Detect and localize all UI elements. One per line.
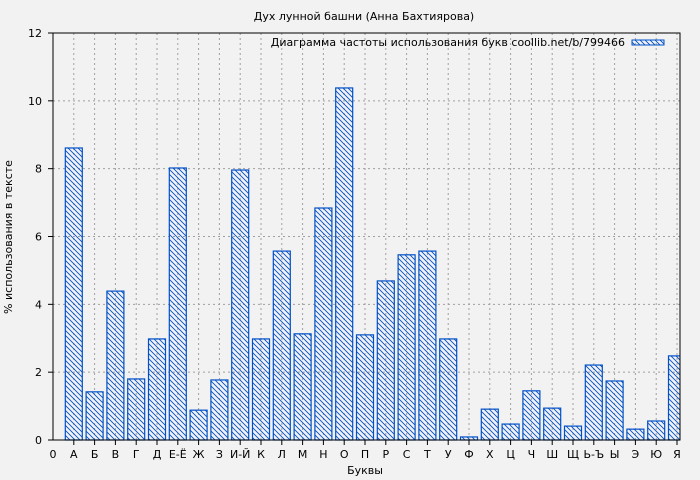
- x-tick-label: Я: [673, 448, 681, 461]
- bar-З: [210, 379, 229, 441]
- bar-Ч: [522, 390, 541, 441]
- bar-Д: [147, 338, 167, 441]
- bar-Э: [626, 428, 645, 441]
- bar-Н: [314, 207, 333, 441]
- x-tick-label: Ж: [193, 448, 205, 461]
- x-tick-label: В: [112, 448, 120, 461]
- x-tick-label: Ю: [650, 448, 662, 461]
- x-tick-label: И-Й: [230, 448, 250, 461]
- x-tick-label: Ы: [610, 448, 620, 461]
- x-tick-label: Б: [91, 448, 99, 461]
- x-tick-label: Е-Ё: [169, 448, 187, 461]
- x-tick-label: Щ: [567, 448, 579, 461]
- x-tick-label: Т: [423, 448, 431, 461]
- x-axis: 0 А Б В Г Д Е-Ё Ж З И-Й К Л М Н О П Р С Т У Ф Х Ц Ч Ш Щ Ь-Ъ Ы Э Ю Я: [50, 440, 681, 461]
- bar-О: [335, 87, 354, 441]
- bar-Е-Ё: [168, 167, 187, 441]
- x-tick-label: Л: [278, 448, 286, 461]
- legend-swatch: [631, 39, 665, 46]
- bar-К: [251, 338, 271, 441]
- legend: Диаграмма частоты использования букв coo…: [271, 36, 665, 49]
- x-tick-label: Ш: [546, 448, 558, 461]
- bar-Щ: [563, 425, 583, 441]
- y-axis-label: % использования в тексте: [2, 160, 15, 314]
- bar-Г: [127, 378, 146, 441]
- bar-П: [355, 334, 375, 441]
- y-tick-label: 10: [28, 95, 42, 108]
- x-tick-label: П: [361, 448, 369, 461]
- bar-Ж: [189, 409, 208, 441]
- bar-Ш: [543, 407, 562, 441]
- bar-Л: [272, 250, 291, 441]
- bar-Ь-Ъ: [584, 364, 603, 441]
- x-tick-label: Н: [319, 448, 327, 461]
- x-tick-label: Ц: [506, 448, 515, 461]
- bar-Р: [376, 280, 395, 441]
- x-tick-label: Д: [153, 448, 162, 461]
- y-tick-label: 0: [35, 434, 42, 447]
- bar-Ц: [501, 423, 520, 441]
- x-tick-label: А: [70, 448, 78, 461]
- x-tick-label: Ь-Ъ: [583, 448, 604, 461]
- y-tick-label: 12: [28, 27, 42, 40]
- bar-Я: [667, 355, 680, 441]
- x-tick-label: Г: [133, 448, 140, 461]
- x-tick-label: Р: [382, 448, 389, 461]
- bar-В: [106, 290, 125, 441]
- bar-У: [439, 338, 458, 441]
- x-axis-label: Буквы: [347, 464, 383, 477]
- x-tick-label: Ч: [528, 448, 536, 461]
- bar-А: [64, 147, 83, 441]
- chart-title: Дух лунной башни (Анна Бахтиярова): [254, 10, 474, 23]
- x-tick-label: Х: [486, 448, 494, 461]
- y-tick-label: 4: [35, 298, 42, 311]
- legend-label: Диаграмма частоты использования букв coo…: [271, 36, 625, 49]
- bars: [64, 87, 680, 441]
- x-tick-label: Э: [632, 448, 640, 461]
- y-tick-label: 2: [35, 366, 42, 379]
- y-tick-label: 8: [35, 163, 42, 176]
- bar-Т: [418, 250, 437, 441]
- bar-Ю: [647, 420, 666, 441]
- x-tick-label: К: [257, 448, 265, 461]
- x-tick-label: С: [403, 448, 411, 461]
- x-tick-label: О: [340, 448, 349, 461]
- bar-М: [293, 333, 312, 441]
- y-axis: 0 2 4 6 8 10 12: [28, 27, 53, 447]
- bar-И-Й: [231, 169, 250, 441]
- x-tick-label: З: [216, 448, 223, 461]
- x-tick-label: М: [298, 448, 308, 461]
- bar-Х: [480, 408, 499, 441]
- x-tick-label: У: [445, 448, 452, 461]
- x-tick-label: 0: [50, 448, 57, 461]
- x-tick-label: Ф: [464, 448, 473, 461]
- bar-Ы: [605, 380, 624, 441]
- bar-Б: [85, 391, 104, 441]
- bar-С: [397, 254, 416, 441]
- y-tick-label: 6: [35, 231, 42, 244]
